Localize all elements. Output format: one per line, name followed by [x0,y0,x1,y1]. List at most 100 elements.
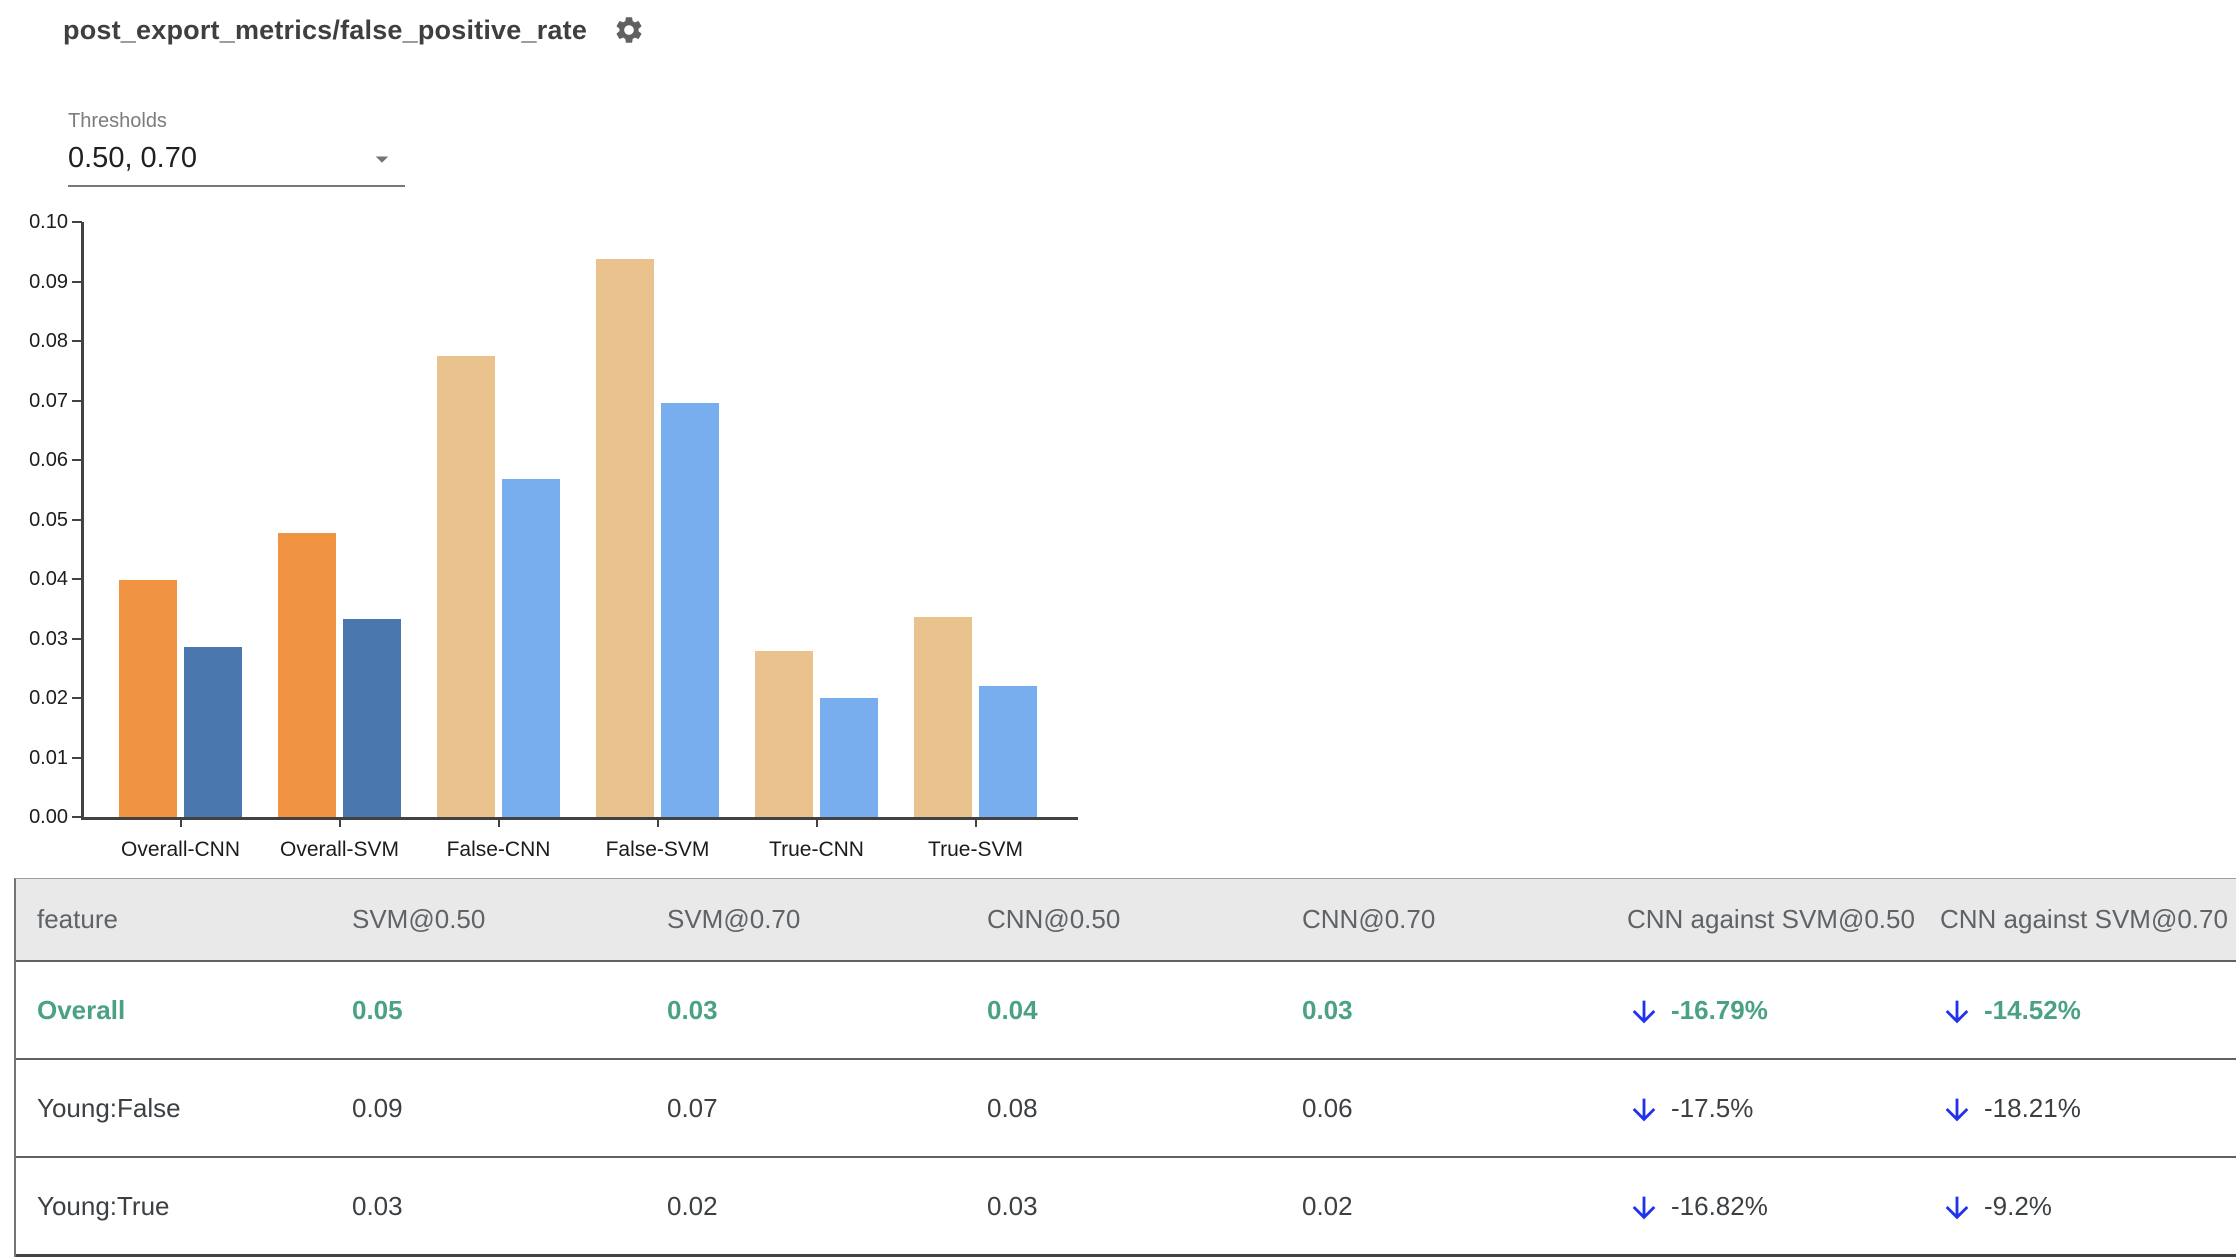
x-tick-label: True-SVM [928,838,1023,861]
y-tick-label: 0.03 [29,627,68,650]
bar[interactable] [278,532,336,817]
value-cell: 0.03 [987,1190,1038,1221]
value-cell: 0.03 [1302,994,1353,1025]
metrics-table: feature SVM@0.50 SVM@0.70 CNN@0.50 CNN@0… [14,878,2236,1257]
column-header-svm-050: SVM@0.50 [352,904,486,934]
bar[interactable] [820,698,878,817]
arrow-downward-icon [1632,1196,1656,1220]
arrow-downward-icon [1632,1000,1656,1024]
value-cell: 0.04 [987,994,1038,1025]
change-value: -16.82% [1671,1190,1768,1221]
y-tick-label: 0.09 [29,270,68,293]
y-tick-label: 0.04 [29,568,68,590]
dropdown-arrow-icon[interactable] [367,144,397,174]
arrow-downward-icon [1945,1098,1969,1122]
column-header-feature: feature [37,904,118,934]
feature-cell: Overall [37,994,126,1025]
y-tick-label: 0.05 [29,508,68,531]
value-cell: 0.06 [1302,1092,1353,1123]
x-tick [974,818,977,827]
y-tick [72,578,82,580]
metric-title-row: post_export_metrics/false_positive_rate [63,14,645,46]
column-header-svm-070: SVM@0.70 [667,904,801,934]
bar[interactable] [979,686,1037,817]
bar[interactable] [119,580,177,817]
value-cell: 0.03 [667,994,718,1025]
x-tick [338,818,341,827]
settings-gear-icon[interactable] [613,14,645,46]
value-cell: 0.02 [1302,1190,1353,1221]
bar[interactable] [596,258,654,817]
y-tick [72,816,82,818]
y-tick [72,221,82,223]
change-cell: -16.82% [1627,1158,1940,1254]
x-tick [497,818,500,827]
y-tick [72,340,82,342]
y-tick-label: 0.07 [29,389,68,412]
bar[interactable] [184,647,242,817]
x-tick-label: Overall-CNN [120,838,240,861]
feature-cell: Young:False [37,1092,181,1123]
change-value: -17.5% [1671,1092,1754,1123]
x-tick-label: False-SVM [605,838,710,861]
change-value: -16.79% [1671,994,1768,1025]
y-tick-label: 0.02 [29,687,68,709]
x-axis [81,817,1078,820]
thresholds-label: Thresholds [68,110,167,132]
y-tick [72,399,82,402]
bar[interactable] [437,356,495,817]
arrow-downward-icon [1945,1000,1969,1024]
y-tick-label: 0.01 [29,746,68,769]
change-value: -18.21% [1984,1092,2081,1123]
value-cell: 0.05 [352,994,403,1025]
table-row: Overall 0.05 0.03 0.04 0.03 -16.79% -14.52% [16,962,2236,1060]
feature-cell: Young:True [37,1190,170,1221]
column-header-cnn-070: CNN@0.70 [1302,904,1436,934]
x-tick [815,818,818,827]
change-value: -9.2% [1984,1190,2052,1221]
y-axis [81,222,84,820]
arrow-downward-icon [1632,1098,1656,1122]
y-tick [72,697,82,699]
value-cell: 0.08 [987,1092,1038,1123]
value-cell: 0.09 [352,1092,403,1123]
change-cell: -18.21% [1940,1060,2236,1156]
change-cell: -16.79% [1627,962,1940,1058]
y-tick [72,280,82,283]
value-cell: 0.02 [667,1190,718,1221]
table-header-row: feature SVM@0.50 SVM@0.70 CNN@0.50 CNN@0… [16,879,2236,962]
value-cell: 0.07 [667,1092,718,1123]
bar[interactable] [914,617,972,817]
thresholds-select[interactable]: Thresholds 0.50, 0.70 [68,110,405,187]
bar[interactable] [661,403,719,817]
change-cell: -17.5% [1627,1060,1940,1156]
change-value: -14.52% [1984,994,2081,1025]
y-tick-label: 0.08 [29,330,68,352]
y-tick [72,518,82,521]
y-tick-label: 0.06 [29,449,68,471]
x-tick-label: True-CNN [769,838,864,861]
x-tick [656,818,659,827]
thresholds-value: 0.50, 0.70 [68,142,197,174]
table-row: Young:False 0.09 0.07 0.08 0.06 -17.5% -18.21% [16,1060,2236,1158]
bar[interactable] [343,618,401,817]
arrow-downward-icon [1945,1196,1969,1220]
bar-chart: 0.00 0.01 0.02 0.03 0.04 0.05 0.06 0.07 0.08 0.09… [0,0,1150,880]
x-tick-label: False-CNN [446,838,551,861]
y-tick [72,637,82,640]
column-header-cnn-vs-svm-050: CNN against SVM@0.50 [1627,904,1915,934]
change-cell: -14.52% [1940,962,2236,1058]
column-header-cnn-vs-svm-070: CNN against SVM@0.70 [1940,904,2228,934]
x-tick [179,818,182,827]
y-tick-label: 0.10 [29,211,68,233]
y-tick [72,459,82,461]
bar[interactable] [502,479,560,817]
y-tick [72,756,82,759]
table-body: Overall 0.05 0.03 0.04 0.03 -16.79% -14.52% You… [16,962,2236,1257]
bar[interactable] [755,650,813,817]
metric-title: post_export_metrics/false_positive_rate [63,14,588,45]
value-cell: 0.03 [352,1190,403,1221]
x-tick-label: Overall-SVM [279,838,400,861]
change-cell: -9.2% [1940,1158,2236,1254]
